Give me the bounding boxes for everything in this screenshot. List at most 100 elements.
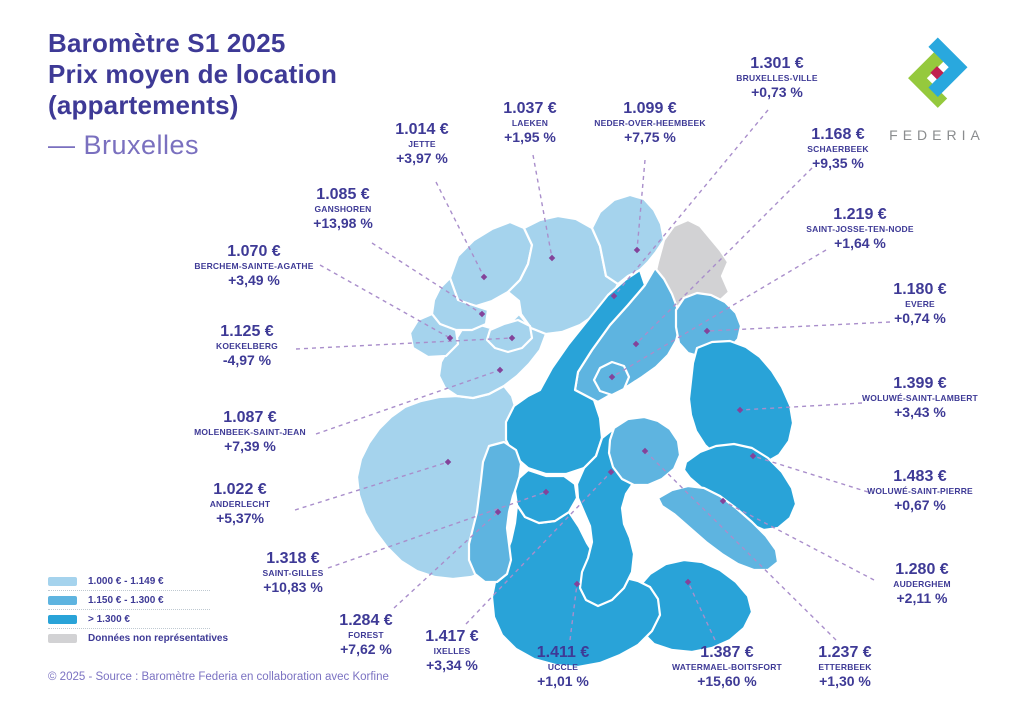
leader-lines: [294, 109, 891, 641]
leader-uccle: [569, 583, 578, 641]
federia-logo-icon: [908, 37, 968, 108]
legend-swatch-light: [48, 576, 77, 586]
price-jette: 1.014 €: [395, 121, 449, 138]
name-jette: JETTE: [408, 139, 436, 149]
marker-saint-gilles: [542, 488, 550, 496]
change-laeken: +1,95 %: [504, 129, 556, 145]
price-bruxelles-ville: 1.301 €: [750, 55, 804, 72]
leader-schaerbeek: [635, 167, 813, 345]
region-saint-gilles: [513, 468, 579, 525]
page-subtitle: — Bruxelles: [48, 130, 200, 160]
change-ganshoren: +13,98 %: [313, 215, 373, 231]
price-saint-gilles: 1.318 €: [266, 550, 320, 567]
label-neder-over-heembeek: 1.099 € NEDER-OVER-HEEMBEEK +7,75 %: [594, 100, 705, 146]
name-saint-gilles: SAINT-GILLES: [262, 568, 324, 578]
name-berchem-sainte-agathe: BERCHEM-SAINTE-AGATHE: [194, 261, 314, 271]
label-molenbeek-saint-jean: 1.087 € MOLENBEEK-SAINT-JEAN +7,39 %: [194, 409, 306, 455]
federia-logo: FEDERIA: [872, 34, 1002, 143]
price-ixelles: 1.417 €: [425, 628, 479, 645]
legend-swatch-medium: [48, 595, 77, 605]
legend-swatch-gray: [48, 633, 77, 643]
name-anderlecht: ANDERLECHT: [209, 499, 271, 509]
name-ganshoren: GANSHOREN: [314, 204, 372, 214]
name-woluwe-saint-pierre: WOLUWÉ-SAINT-PIERRE: [867, 486, 973, 496]
label-bruxelles-ville: 1.301 € BRUXELLES-VILLE +0,73 %: [736, 55, 817, 101]
marker-etterbeek: [641, 447, 649, 455]
federia-brand-text: FEDERIA: [889, 127, 985, 143]
marker-evere: [703, 327, 711, 335]
price-saint-josse-ten-node: 1.219 €: [833, 206, 887, 223]
change-koekelberg: -4,97 %: [222, 352, 272, 368]
label-woluwe-saint-lambert: 1.399 € WOLUWÉ-SAINT-LAMBERT +3,43 %: [862, 375, 978, 421]
change-saint-josse-ten-node: +1,64 %: [834, 235, 886, 251]
leader-evere: [706, 321, 891, 332]
name-woluwe-saint-lambert: WOLUWÉ-SAINT-LAMBERT: [862, 393, 978, 403]
title-line-1: Baromètre S1 2025: [48, 28, 286, 58]
label-woluwe-saint-pierre: 1.483 € WOLUWÉ-SAINT-PIERRE +0,67 %: [867, 468, 973, 514]
price-woluwe-saint-lambert: 1.399 €: [893, 375, 947, 392]
change-woluwe-saint-pierre: +0,67 %: [894, 497, 946, 513]
region-bruxelles-ville: [504, 268, 647, 476]
source-note: © 2025 - Source : Baromètre Federia en c…: [48, 671, 389, 683]
name-watermael-boitsfort: WATERMAEL-BOITSFORT: [672, 662, 782, 672]
marker-watermael-boitsfort: [684, 578, 692, 586]
label-berchem-sainte-agathe: 1.070 € BERCHEM-SAINTE-AGATHE +3,49 %: [194, 243, 313, 289]
legend-item-medium: 1.150 € - 1.300 €: [48, 591, 210, 610]
change-ixelles: +3,34 %: [426, 657, 478, 673]
change-etterbeek: +1,30 %: [819, 673, 871, 689]
legend-label-medium: 1.150 € - 1.300 €: [88, 594, 164, 606]
change-evere: +0,74 %: [894, 310, 946, 326]
label-saint-gilles: 1.318 € SAINT-GILLES +10,83 %: [263, 550, 324, 596]
price-molenbeek-saint-jean: 1.087 €: [223, 409, 277, 426]
marker-bruxelles-ville: [610, 292, 618, 300]
price-laeken: 1.037 €: [503, 100, 557, 117]
price-ganshoren: 1.085 €: [316, 186, 370, 203]
change-schaerbeek: +9,35 %: [812, 155, 864, 171]
price-neder-over-heembeek: 1.099 €: [623, 100, 677, 117]
label-ixelles: 1.417 € IXELLES +3,34 %: [425, 628, 478, 674]
change-neder-over-heembeek: +7,75 %: [624, 129, 676, 145]
leader-bruxelles-ville: [613, 109, 769, 297]
change-auderghem: +2,11 %: [896, 590, 948, 606]
region-neder-over-heembeek: [590, 193, 666, 286]
legend-label-dark: > 1.300 €: [88, 613, 130, 625]
leader-watermael-boitsfort: [687, 581, 716, 641]
change-jette: +3,97 %: [396, 150, 448, 166]
name-auderghem: AUDERGHEM: [893, 579, 951, 589]
change-molenbeek-saint-jean: +7,39 %: [224, 438, 276, 454]
price-forest: 1.284 €: [339, 612, 393, 629]
price-auderghem: 1.280 €: [895, 561, 949, 578]
marker-laeken: [548, 254, 556, 262]
change-uccle: +1,01 %: [537, 673, 589, 689]
name-koekelberg: KOEKELBERG: [216, 341, 278, 351]
region-berchem-sainte-agathe: [408, 312, 460, 359]
leader-markers: [444, 246, 757, 588]
label-etterbeek: 1.237 € ETTERBEEK +1,30 %: [818, 644, 871, 690]
legend-item-dark: > 1.300 €: [48, 610, 210, 629]
leader-ixelles: [465, 471, 612, 625]
change-berchem-sainte-agathe: +3,49 %: [228, 272, 280, 288]
marker-molenbeek: [496, 366, 504, 374]
name-uccle: UCCLE: [547, 662, 579, 672]
leader-saint-gilles: [327, 491, 547, 569]
price-woluwe-saint-pierre: 1.483 €: [893, 468, 947, 485]
marker-forest: [494, 508, 502, 516]
marker-schaerbeek: [632, 340, 640, 348]
map-regions: [355, 193, 798, 669]
region-laeken: [506, 214, 620, 336]
name-etterbeek: ETTERBEEK: [818, 662, 872, 672]
name-ixelles: IXELLES: [433, 646, 471, 656]
leader-berchem: [319, 264, 451, 339]
change-forest: +7,62 %: [340, 641, 392, 657]
price-evere: 1.180 €: [893, 281, 947, 298]
price-uccle: 1.411 €: [536, 644, 590, 661]
name-bruxelles-ville: BRUXELLES-VILLE: [736, 73, 818, 83]
legend-item-gray: Données non représentatives: [48, 629, 228, 647]
marker-ixelles: [607, 468, 615, 476]
marker-anderlecht: [444, 458, 452, 466]
leader-anderlecht: [294, 461, 449, 511]
label-anderlecht: 1.022 € ANDERLECHT +5,37%: [210, 481, 271, 527]
price-schaerbeek: 1.168 €: [811, 126, 865, 143]
legend-label-light: 1.000 € - 1.149 €: [88, 575, 164, 587]
